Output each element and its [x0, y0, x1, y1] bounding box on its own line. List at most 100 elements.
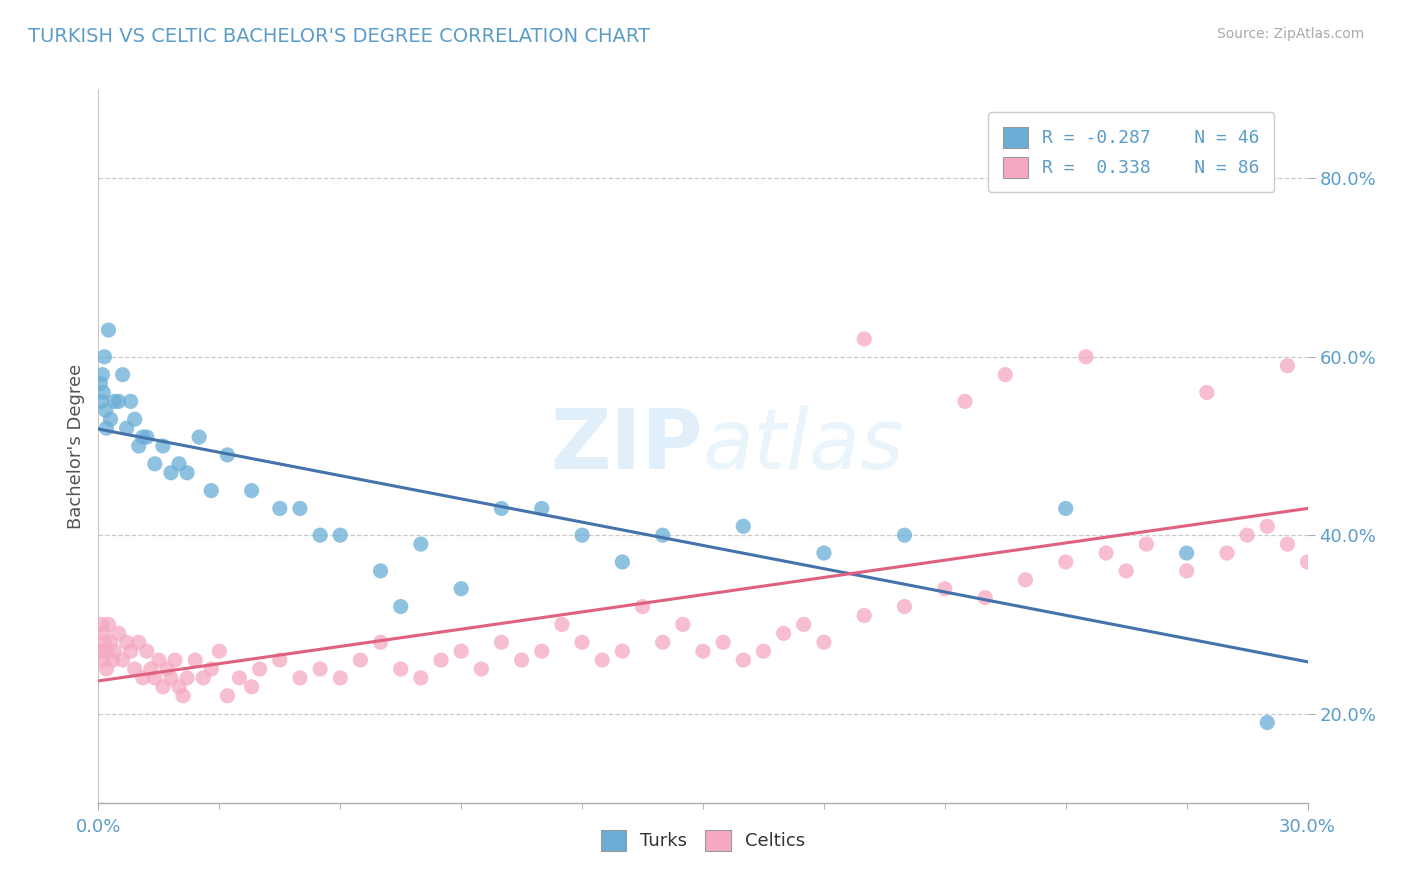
Point: [974, 591, 997, 605]
Point: [470, 662, 492, 676]
Point: [813, 635, 835, 649]
Point: [132, 671, 155, 685]
Point: [103, 644, 125, 658]
Point: [510, 653, 533, 667]
Point: [89, 376, 111, 391]
Point: [97, 617, 120, 632]
Point: [124, 412, 146, 426]
Point: [96, 421, 118, 435]
Point: [571, 528, 593, 542]
Point: [1074, 350, 1097, 364]
Point: [217, 448, 239, 462]
Point: [450, 644, 472, 658]
Point: [491, 501, 513, 516]
Point: [152, 439, 174, 453]
Point: [115, 421, 138, 435]
Point: [143, 671, 166, 685]
Point: [132, 430, 155, 444]
Point: [733, 653, 755, 667]
Point: [1296, 555, 1319, 569]
Point: [934, 582, 956, 596]
Point: [389, 599, 412, 614]
Point: [389, 662, 412, 676]
Point: [893, 528, 915, 542]
Point: [288, 501, 311, 516]
Point: [1014, 573, 1036, 587]
Point: [101, 653, 124, 667]
Point: [193, 671, 215, 685]
Point: [90, 394, 112, 409]
Point: [176, 671, 198, 685]
Point: [591, 653, 613, 667]
Point: [1175, 546, 1198, 560]
Point: [269, 653, 291, 667]
Point: [329, 671, 352, 685]
Point: [692, 644, 714, 658]
Point: [94, 403, 117, 417]
Point: [152, 680, 174, 694]
Point: [89, 644, 111, 658]
Point: [450, 582, 472, 596]
Point: [163, 653, 186, 667]
Point: [409, 671, 432, 685]
Point: [893, 599, 915, 614]
Point: [91, 368, 114, 382]
Point: [309, 528, 332, 542]
Point: [228, 671, 250, 685]
Point: [249, 662, 271, 676]
Point: [91, 653, 114, 667]
Point: [111, 653, 134, 667]
Point: [1277, 537, 1299, 551]
Point: [1115, 564, 1137, 578]
Point: [200, 483, 222, 498]
Point: [1236, 528, 1258, 542]
Point: [167, 457, 190, 471]
Point: [115, 635, 138, 649]
Point: [128, 439, 150, 453]
Point: [370, 564, 392, 578]
Point: [288, 671, 311, 685]
Point: [148, 653, 170, 667]
Point: [100, 412, 122, 426]
Point: [111, 368, 134, 382]
Point: [103, 394, 125, 409]
Y-axis label: Bachelor's Degree: Bachelor's Degree: [66, 363, 84, 529]
Point: [156, 662, 179, 676]
Point: [612, 555, 634, 569]
Point: [813, 546, 835, 560]
Text: Source: ZipAtlas.com: Source: ZipAtlas.com: [1216, 27, 1364, 41]
Point: [120, 394, 142, 409]
Point: [1216, 546, 1239, 560]
Point: [1256, 519, 1278, 533]
Point: [491, 635, 513, 649]
Point: [188, 430, 211, 444]
Point: [530, 501, 553, 516]
Point: [96, 662, 118, 676]
Point: [172, 689, 194, 703]
Point: [240, 680, 263, 694]
Point: [97, 323, 120, 337]
Point: [631, 599, 654, 614]
Text: ZIP: ZIP: [551, 406, 703, 486]
Point: [93, 635, 115, 649]
Point: [167, 680, 190, 694]
Point: [120, 644, 142, 658]
Point: [349, 653, 371, 667]
Point: [953, 394, 976, 409]
Point: [107, 626, 129, 640]
Point: [1175, 564, 1198, 578]
Point: [329, 528, 352, 542]
Point: [1054, 501, 1077, 516]
Point: [793, 617, 815, 632]
Point: [772, 626, 794, 640]
Point: [571, 635, 593, 649]
Legend: Turks, Celtics: Turks, Celtics: [593, 822, 813, 858]
Point: [430, 653, 453, 667]
Point: [100, 635, 122, 649]
Point: [370, 635, 392, 649]
Point: [733, 519, 755, 533]
Point: [1054, 555, 1077, 569]
Point: [217, 689, 239, 703]
Point: [672, 617, 695, 632]
Point: [91, 626, 114, 640]
